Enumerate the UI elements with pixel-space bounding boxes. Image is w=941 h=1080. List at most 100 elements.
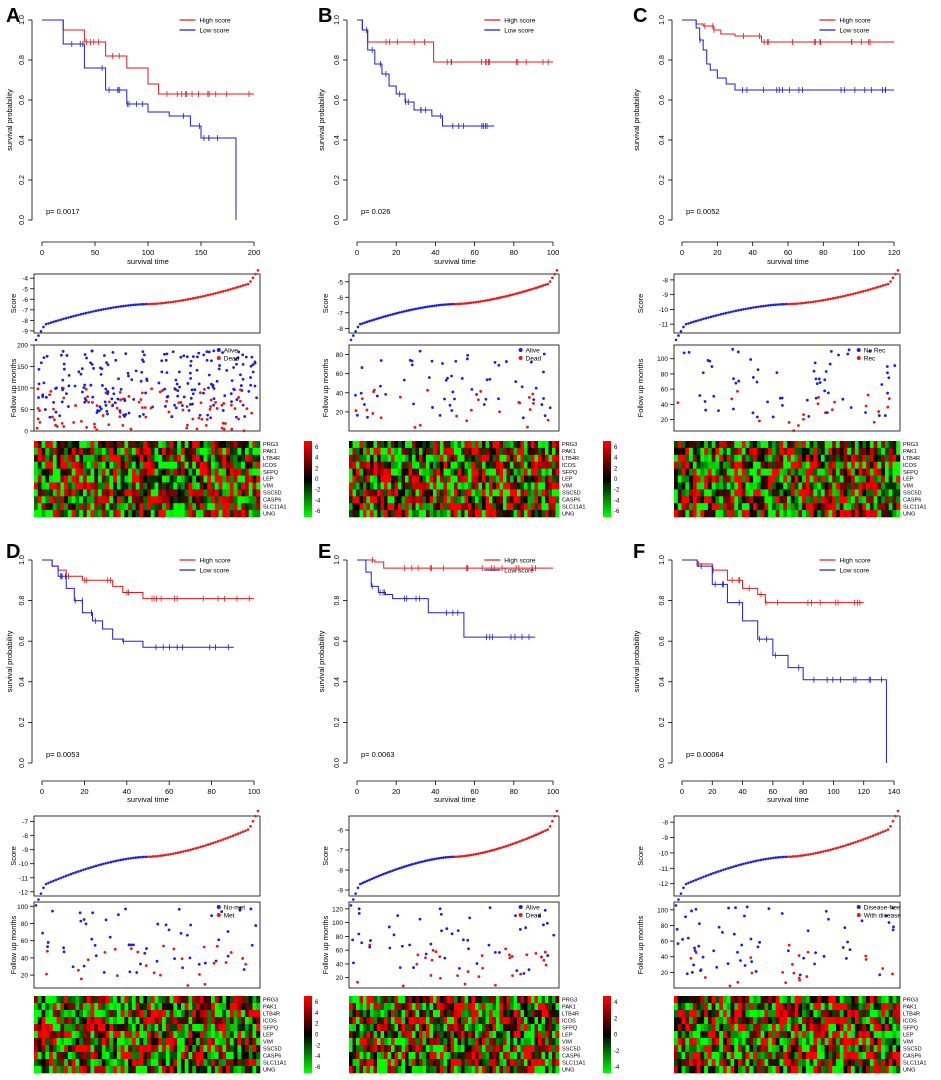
panel-f: F 0.0 0.2 0.4 0.6 0.8 1.0 survival probability 0… (632, 541, 927, 1074)
panel-letter-c: C (633, 5, 647, 27)
km-curve-low-c (682, 19, 894, 91)
km-censor-marks-low-b (366, 27, 488, 129)
km-y-tick-label: 0.8 (334, 596, 341, 606)
km-x-tick-label: 80 (510, 248, 518, 257)
km-y-tick-label: 0.2 (659, 175, 666, 185)
km-y-tick-label: 0.0 (334, 215, 341, 225)
heatmap-gene-label: CASP6 (903, 497, 921, 503)
score-y-tick-label: -10 (19, 861, 29, 868)
followup-y-tick-label: 40 (661, 402, 669, 409)
followup-y-tick-label: 60 (661, 387, 669, 394)
heatmap-gene-label: LTB4R (903, 456, 920, 462)
score-frame-c (673, 273, 901, 334)
km-x-tick-label: 60 (470, 248, 478, 257)
heatmap-gene-label: PAK1 (562, 449, 576, 455)
followup-frame-e (348, 901, 560, 989)
score-points-b (349, 269, 559, 342)
km-x-tick-label: 20 (708, 787, 716, 796)
followup-frame-b (348, 344, 560, 432)
km-censor-marks-low-c (699, 37, 886, 93)
followup-legend-dot (518, 913, 523, 917)
km-x-tick-label: 40 (738, 787, 746, 796)
km-x-tick-label: 40 (748, 248, 756, 257)
km-x-tick-label: 0 (680, 248, 684, 257)
heatmap-scale-label: 0 (614, 477, 618, 483)
heatmap-gene-label: CASP6 (903, 1053, 921, 1059)
km-curve-low-e (357, 559, 536, 638)
followup-y-tick-label: 80 (661, 371, 669, 378)
score-y-tick-label: -11 (659, 322, 668, 329)
followup-y-tick-label: 20 (21, 973, 29, 980)
followup-y-tick-label: 100 (657, 907, 668, 914)
km-x-tick-label: 80 (819, 248, 827, 257)
km-x-tick-label: 60 (470, 787, 478, 796)
km-y-tick-label: 0.2 (19, 717, 26, 727)
km-legend-label: Low score (840, 568, 870, 575)
km-x-tick-label: 100 (852, 248, 865, 257)
score-y-tick-label: -7 (22, 819, 28, 826)
km-pvalue-b: p= 0.026 (361, 207, 390, 216)
km-curve-low-a (42, 19, 237, 220)
panel-letter-e: E (318, 541, 331, 563)
score-y-label-b: Score (321, 294, 330, 314)
km-y-tick-label: 0.8 (19, 55, 26, 65)
panel-letter-f: F (633, 541, 645, 563)
followup-legend-dot (216, 356, 221, 360)
score-y-label-e: Score (321, 846, 330, 866)
score-y-label-a: Score (9, 294, 18, 314)
km-x-tick-label: 0 (40, 248, 44, 257)
followup-y-tick-label: 60 (336, 948, 344, 955)
score-points-c (674, 269, 900, 342)
heatmap-gene-label: PRG3 (903, 442, 918, 448)
heatmap-gene-label: LTB4R (263, 456, 280, 462)
km-x-tick-label: 20 (392, 787, 400, 796)
km-curve-low-f (682, 559, 887, 763)
followup-legend-dot (518, 356, 523, 360)
km-x-tick-label: 0 (40, 787, 44, 796)
heatmap-gene-label: SSC5D (903, 1046, 922, 1052)
heatmap-scale-label: 6 (315, 445, 319, 451)
followup-y-tick-label: 120 (332, 906, 343, 913)
panel-a: A 0.0 0.2 0.4 0.6 0.8 1.0 survival probability 0… (5, 5, 321, 518)
km-legend-label: High score (200, 18, 231, 25)
km-y-label-e: survival probability (317, 630, 326, 692)
km-x-tick-label: 20 (392, 248, 400, 257)
heatmap-gene-label: SSC5D (562, 1046, 581, 1052)
km-legend-label: High score (504, 18, 535, 25)
km-censor-marks-low-d (60, 573, 229, 651)
score-y-tick-label: -6 (22, 297, 28, 304)
followup-y-tick-label: 40 (336, 961, 344, 968)
followup-y-label-b: Follow up months (321, 358, 330, 417)
km-curve-high-a (42, 19, 254, 95)
km-y-tick-label: 0.8 (659, 55, 666, 65)
followup-legend-label: Alive (224, 348, 238, 355)
heatmap-gene-label: SLC11A1 (263, 504, 287, 510)
heatmap-gene-label: VIM (263, 484, 273, 490)
score-frame-b (348, 273, 560, 334)
score-points-e (349, 809, 559, 907)
followup-frame-d (33, 901, 261, 989)
heatmap-scale-label: -6 (614, 509, 620, 515)
km-y-tick-label: 0.0 (19, 758, 26, 768)
km-curve-high-c (682, 19, 894, 43)
heatmap-gene-label: SLC11A1 (903, 1060, 927, 1066)
km-x-tick-label: 100 (827, 787, 840, 796)
followup-legend-label: Rec (864, 356, 876, 363)
heatmap-scale-label: 0 (614, 1033, 618, 1039)
followup-y-tick-label: 100 (332, 920, 343, 927)
km-y-label-d: survival probability (5, 630, 14, 692)
followup-legend-dot (518, 905, 523, 909)
score-frame-e (348, 815, 560, 897)
km-x-tick-label: 150 (195, 248, 208, 257)
followup-legend-label: No Rec (864, 348, 886, 355)
km-legend-label: High score (840, 18, 871, 25)
heatmap-scale-label: 2 (315, 466, 319, 472)
followup-points-b (354, 349, 552, 429)
km-x-tick-label: 120 (857, 787, 870, 796)
km-pvalue-a: p= 0.0017 (46, 207, 80, 216)
km-x-tick-label: 100 (142, 248, 155, 257)
followup-y-tick-label: 40 (21, 955, 29, 962)
heatmap-gene-label: UNG (562, 511, 574, 517)
